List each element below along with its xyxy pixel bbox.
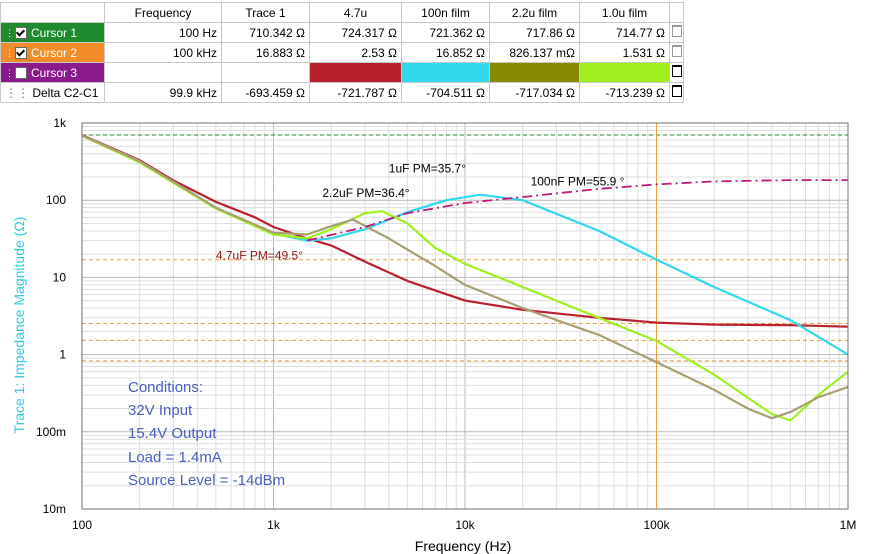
- table-cell: 16.852 Ω: [401, 42, 490, 63]
- header-2-2u-film[interactable]: 2.2u film: [489, 2, 580, 23]
- y-tick-label: 10m: [43, 502, 66, 516]
- conditions-line: Source Level = -14dBm: [128, 472, 286, 489]
- cursor-2-checkbox[interactable]: [15, 47, 27, 60]
- header-frequency[interactable]: Frequency: [104, 2, 222, 23]
- plot-frame: [81, 122, 849, 510]
- header-scroll: [669, 2, 684, 23]
- color-swatch-1-0u-film[interactable]: [579, 62, 670, 83]
- header-4-7u[interactable]: 4.7u: [309, 2, 402, 23]
- conditions-line: Load = 1.4mA: [128, 449, 222, 466]
- tick-labels: 100 1k 10k 100k 1M 10m 100m 1 10 100 1k: [36, 116, 856, 532]
- cursor-1-label: Cursor 1: [31, 25, 78, 40]
- plot-border: [81, 122, 849, 510]
- phase-margin-annotation: 4.7uF PM=49.5°: [216, 249, 303, 263]
- y-tick-label: 1k: [53, 116, 67, 130]
- cursor-3-label: Cursor 3: [31, 65, 78, 80]
- x-tick-label: 10k: [455, 518, 475, 532]
- drag-handle-icon[interactable]: ⋮⋮: [5, 47, 22, 58]
- phase-margin-annotation: 2.2uF PM=36.4°: [322, 186, 409, 200]
- table-cell: [104, 62, 222, 83]
- table-cell: 2.53 Ω: [309, 42, 402, 63]
- table-cell: -717.034 Ω: [489, 82, 580, 103]
- drag-handle-icon[interactable]: ⋮⋮: [5, 85, 29, 100]
- series-line: [81, 134, 849, 422]
- delete-cursor-1-button[interactable]: [669, 22, 684, 43]
- drag-handle-icon[interactable]: ⋮⋮: [5, 27, 22, 38]
- table-cell: 1.531 Ω: [579, 42, 670, 63]
- table-cell: 100 kHz: [104, 42, 222, 63]
- delete-cursor-3-button[interactable]: [669, 62, 684, 83]
- table-cell: 99.9 kHz: [104, 82, 222, 103]
- chart-annotations: 1uF PM=35.7° 100nF PM=55.9 ° 2.2uF PM=36.4…: [216, 161, 625, 262]
- phase-margin-annotation: 100nF PM=55.9 °: [531, 175, 625, 189]
- table-cell: 721.362 Ω: [401, 22, 490, 43]
- conditions-title: Conditions:: [128, 379, 204, 396]
- cursor-table: Frequency Trace 1 4.7u 100n film 2.2u fi…: [0, 2, 684, 103]
- x-tick-label: 1k: [267, 518, 281, 532]
- y-tick-label: 10: [53, 270, 67, 284]
- table-cell: 710.342 Ω: [221, 22, 310, 43]
- delta-label: Delta C2-C1: [32, 85, 99, 100]
- x-tick-label: 100k: [643, 518, 670, 532]
- table-cell: [221, 62, 310, 83]
- header-100n-film[interactable]: 100n film: [401, 2, 490, 23]
- impedance-chart[interactable]: 100 1k 10k 100k 1M 10m 100m 1 10 100 1k 1uF PM=35.…: [0, 108, 870, 554]
- y-tick-label: 100m: [36, 425, 66, 439]
- trash-icon: [671, 65, 682, 77]
- table-cell: 714.77 Ω: [579, 22, 670, 43]
- trash-icon: [671, 45, 682, 57]
- header-blank: [0, 2, 105, 23]
- table-cell: 724.317 Ω: [309, 22, 402, 43]
- table-cell: 16.883 Ω: [221, 42, 310, 63]
- table-row-cursor-1: ⋮⋮ Cursor 1 100 Hz 710.342 Ω 724.317 Ω 72…: [0, 22, 684, 43]
- cursor-1-label-cell[interactable]: ⋮⋮ Cursor 1: [0, 22, 105, 43]
- series-line: [306, 179, 848, 242]
- header-1-0u-film[interactable]: 1.0u film: [579, 2, 670, 23]
- phase-margin-annotation: 1uF PM=35.7°: [389, 161, 466, 175]
- table-cell: -721.787 Ω: [309, 82, 402, 103]
- series-line: [81, 134, 849, 420]
- conditions-line: 32V Input: [128, 402, 193, 419]
- y-tick-label: 1: [59, 348, 66, 362]
- trash-icon: [671, 25, 682, 37]
- delete-cursor-2-button[interactable]: [669, 42, 684, 63]
- x-tick-label: 100: [72, 518, 92, 532]
- table-cell: 826.137 mΩ: [489, 42, 580, 63]
- table-cell: 100 Hz: [104, 22, 222, 43]
- table-cell: -713.239 Ω: [579, 82, 670, 103]
- x-tick-label: 1M: [840, 518, 857, 532]
- cursor-3-label-cell[interactable]: ⋮⋮ Cursor 3: [0, 62, 105, 83]
- table-row-cursor-2: ⋮⋮ Cursor 2 100 kHz 16.883 Ω 2.53 Ω 16.85…: [0, 42, 684, 63]
- chart-series: [81, 133, 849, 422]
- drag-handle-icon[interactable]: ⋮⋮: [5, 67, 22, 78]
- delta-label-cell: ⋮⋮ Delta C2-C1: [0, 82, 105, 103]
- cursor-2-label: Cursor 2: [31, 45, 78, 60]
- trash-icon: [671, 85, 682, 97]
- table-header-row: Frequency Trace 1 4.7u 100n film 2.2u fi…: [0, 2, 684, 23]
- color-swatch-2-2u-film[interactable]: [489, 62, 580, 83]
- color-swatch-100n-film[interactable]: [401, 62, 490, 83]
- table-cell: -693.459 Ω: [221, 82, 310, 103]
- color-swatch-4-7u[interactable]: [309, 62, 402, 83]
- cursor-2-label-cell[interactable]: ⋮⋮ Cursor 2: [0, 42, 105, 63]
- header-trace-1[interactable]: Trace 1: [221, 2, 310, 23]
- cursor-3-checkbox[interactable]: [15, 67, 27, 80]
- table-cell: -704.511 Ω: [401, 82, 490, 103]
- cursor-1-checkbox[interactable]: [15, 27, 27, 40]
- delete-delta-button[interactable]: [669, 82, 684, 103]
- table-cell: 717.86 Ω: [489, 22, 580, 43]
- y-tick-label: 100: [46, 193, 66, 207]
- conditions-line: 15.4V Output: [128, 425, 217, 442]
- table-row-cursor-3: ⋮⋮ Cursor 3: [0, 62, 684, 83]
- y-axis-label: Trace 1: Impedance Magnitude (Ω): [11, 217, 27, 434]
- x-axis-label: Frequency (Hz): [415, 538, 511, 554]
- table-row-delta: ⋮⋮ Delta C2-C1 99.9 kHz -693.459 Ω -721.…: [0, 82, 684, 103]
